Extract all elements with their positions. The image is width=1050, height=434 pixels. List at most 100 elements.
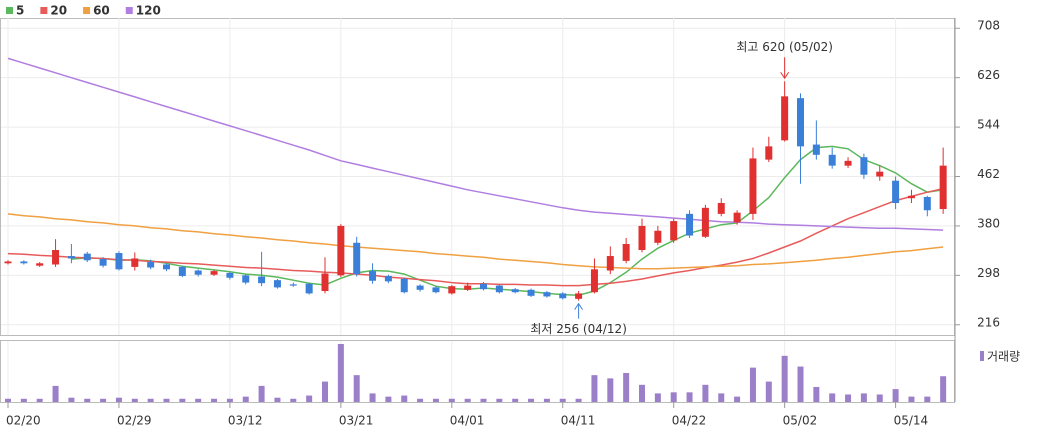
candle-body: [543, 292, 551, 297]
candle-body: [226, 272, 234, 278]
legend-swatch: [125, 7, 133, 14]
volume-bar: [84, 398, 91, 402]
candle-body: [527, 289, 535, 296]
volume-bar: [575, 398, 582, 402]
candle-body: [305, 283, 313, 294]
ma-line: [7, 57, 944, 231]
x-tick-label: 04/22: [672, 414, 707, 428]
volume-bar: [702, 384, 709, 402]
candle-body: [907, 195, 915, 199]
volume-bar: [528, 398, 535, 402]
volume-bar: [337, 344, 344, 402]
y-tick-label: 380: [977, 216, 1000, 230]
candle-body: [289, 284, 297, 286]
volume-bar: [20, 398, 27, 402]
volume-bar: [147, 398, 154, 402]
candle-body: [717, 203, 725, 214]
volume-bar: [401, 395, 408, 402]
legend-label: 60: [93, 4, 110, 18]
candle-body: [480, 283, 487, 290]
volume-bar: [5, 398, 11, 402]
volume-bar: [908, 396, 915, 402]
volume-bar: [36, 398, 43, 402]
volume-bar: [226, 398, 233, 402]
x-tick-label: 05/02: [783, 414, 818, 428]
candle-body: [432, 287, 440, 293]
candle-body: [131, 258, 139, 267]
volume-frame: [0, 340, 955, 403]
legend-swatch: [83, 7, 91, 14]
volume-bar: [115, 397, 122, 402]
y-tick-label: 298: [977, 266, 1000, 280]
y-tick-label: 626: [977, 68, 1000, 82]
volume-bar: [179, 398, 186, 402]
volume-legend: 거래량: [987, 350, 1020, 364]
volume-bar: [274, 397, 281, 402]
candle-body: [606, 256, 614, 271]
volume-bar: [512, 398, 519, 402]
candle-body: [923, 196, 931, 211]
volume-bar: [353, 375, 360, 402]
volume-bar: [68, 397, 75, 402]
volume-bar: [385, 396, 392, 402]
volume-bar: [749, 367, 756, 402]
candle-body: [67, 256, 75, 259]
volume-bar: [163, 398, 170, 402]
volume-bar: [322, 381, 328, 402]
volume-bar: [591, 375, 598, 402]
candle-body: [99, 259, 107, 266]
legend-label: 120: [136, 4, 161, 18]
x-tick-label: 04/11: [561, 414, 596, 428]
volume-bar: [829, 393, 836, 402]
volume-bar: [369, 393, 376, 402]
volume-bar: [211, 398, 218, 402]
volume-bar: [448, 398, 455, 402]
x-tick-label: 02/29: [117, 414, 152, 428]
volume-bar: [559, 398, 566, 402]
candle-body: [163, 264, 170, 270]
volume-bar: [845, 394, 852, 402]
candle-body: [178, 266, 186, 276]
volume-bar: [876, 394, 883, 402]
x-tick-label: 03/21: [339, 414, 374, 428]
candle-body: [797, 98, 804, 147]
volume-bar: [860, 393, 867, 402]
candle-body: [860, 157, 868, 175]
volume-bar: [195, 398, 202, 402]
candle-body: [36, 263, 44, 266]
volume-bar: [892, 389, 899, 402]
low-annotation: 최저 256 (04/12): [530, 322, 627, 336]
volume-bar: [464, 398, 471, 402]
candle-body: [400, 278, 408, 293]
legend-label: 5: [16, 4, 24, 18]
candle-body: [464, 285, 472, 290]
y-tick-label: 708: [977, 19, 1000, 33]
volume-bar: [543, 398, 550, 402]
volume-legend-swatch: [980, 351, 984, 361]
candle-body: [559, 293, 567, 299]
volume-bar: [417, 398, 424, 402]
volume-bar: [940, 376, 947, 402]
candle-body: [939, 165, 947, 210]
candle-body: [495, 285, 503, 293]
candle-body: [765, 146, 773, 160]
legend-swatch: [40, 7, 48, 14]
volume-bar: [654, 393, 661, 402]
candle-body: [321, 273, 329, 292]
ma-line: [7, 187, 944, 287]
y-tick-label: 462: [977, 167, 1000, 181]
candle-body: [337, 225, 345, 276]
candle-body: [258, 276, 266, 284]
y-tick-label: 544: [977, 118, 1000, 132]
volume-bar: [52, 385, 59, 402]
volume-bar: [734, 396, 741, 402]
x-tick-label: 03/12: [228, 414, 263, 428]
candle-body: [384, 275, 392, 282]
candle-body: [686, 213, 694, 236]
candle-body: [242, 275, 250, 283]
x-tick-label: 05/14: [894, 414, 929, 428]
volume-bar: [242, 396, 249, 402]
candle-body: [590, 269, 598, 293]
volume-bar: [765, 381, 772, 402]
